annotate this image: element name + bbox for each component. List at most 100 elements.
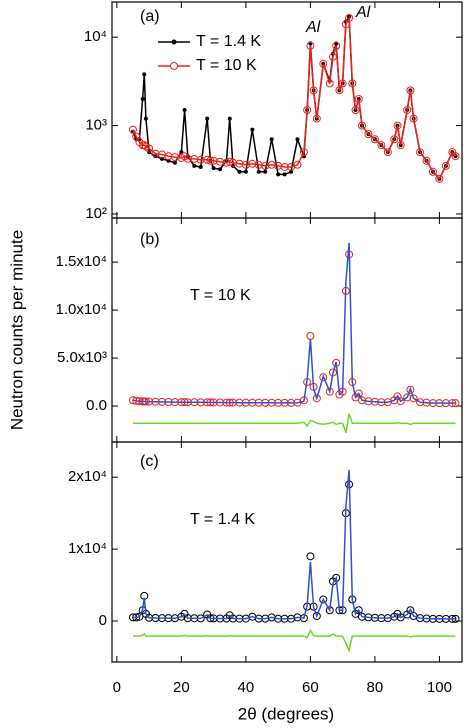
x-tick-label: 100	[427, 679, 452, 696]
data-point	[256, 169, 261, 174]
data-point	[416, 148, 425, 157]
y-axis-label: Neutron counts per minute	[7, 230, 26, 430]
data-point	[303, 106, 312, 114]
data-point	[218, 167, 223, 172]
y-tick-label: 1.5x10⁴	[56, 253, 107, 270]
x-tick-label: 60	[302, 679, 319, 696]
data-point	[263, 169, 268, 174]
data-point	[293, 160, 302, 169]
data-point	[312, 611, 321, 620]
data-point	[403, 106, 412, 114]
data-point	[345, 13, 354, 22]
data-point	[435, 174, 444, 183]
data-point	[142, 72, 147, 77]
data-point	[358, 121, 366, 130]
legend-marker	[171, 39, 177, 45]
data-point	[338, 79, 347, 88]
series-line	[133, 469, 456, 620]
data-point	[409, 394, 418, 403]
data-point	[319, 59, 328, 68]
data-point	[328, 52, 337, 61]
annotation: T = 10 K	[190, 287, 251, 304]
panel-frame	[111, 1, 463, 219]
data-point	[250, 127, 255, 132]
data-point	[192, 163, 197, 168]
data-point	[312, 114, 321, 123]
data-point	[222, 158, 231, 167]
data-point	[325, 79, 334, 88]
data-point	[183, 154, 192, 163]
data-point	[172, 160, 177, 165]
data-point	[383, 148, 392, 157]
data-point	[409, 114, 418, 123]
y-tick-label: 1.0x10⁴	[56, 301, 107, 318]
data-point	[441, 161, 450, 170]
legend-marker	[170, 62, 178, 70]
y-tick-label: 10³	[85, 117, 107, 134]
annotation: T = 1.4 K	[190, 511, 255, 528]
data-point	[319, 373, 328, 382]
data-point	[196, 155, 205, 164]
x-tick-label: 40	[238, 679, 255, 696]
data-point	[348, 79, 357, 88]
data-point	[145, 144, 154, 153]
x-axis-label: 2θ (degrees)	[238, 704, 334, 723]
data-point	[225, 157, 234, 166]
data-point	[396, 141, 405, 150]
data-point	[132, 613, 141, 622]
data-point	[211, 166, 216, 171]
data-point	[198, 164, 203, 169]
data-point	[295, 137, 300, 142]
x-tick-label: 0	[113, 679, 121, 696]
annotation: (a)	[140, 8, 160, 25]
data-point	[282, 172, 287, 177]
data-point	[393, 121, 402, 130]
data-point	[428, 167, 437, 176]
series-line	[132, 242, 456, 404]
y-tick-label: 10²	[85, 205, 107, 222]
y-tick-label: 0.0	[86, 397, 107, 414]
data-point	[396, 613, 405, 622]
y-tick-label: 1x10⁴	[68, 540, 107, 557]
data-point	[143, 116, 148, 121]
data-point	[332, 41, 341, 50]
data-point	[335, 86, 344, 95]
data-point	[128, 125, 137, 134]
annotation: Al	[355, 4, 371, 21]
data-point	[406, 385, 415, 394]
data-point	[364, 130, 373, 139]
data-point	[140, 96, 145, 101]
annotation: Al	[305, 19, 321, 36]
y-tick-label: 5.0x10³	[57, 349, 107, 366]
data-point	[390, 135, 399, 144]
data-point	[377, 141, 386, 150]
y-tick-label: 0	[99, 612, 107, 629]
series-line	[133, 628, 456, 653]
data-point	[182, 108, 187, 112]
data-point	[319, 595, 328, 604]
data-point	[451, 152, 460, 161]
y-tick-label: 10⁴	[84, 28, 107, 45]
data-point	[206, 156, 215, 165]
data-point	[243, 169, 248, 174]
panel-frame	[111, 441, 463, 663]
data-point	[299, 148, 308, 157]
data-point	[306, 331, 315, 340]
legend-label: T = 10 K	[196, 57, 257, 74]
annotation: (b)	[140, 231, 160, 248]
data-point	[396, 397, 405, 406]
data-point	[280, 162, 289, 171]
series-line	[133, 413, 456, 434]
data-point	[306, 41, 315, 50]
data-point	[370, 135, 379, 144]
x-tick-label: 20	[173, 679, 190, 696]
panel-frame	[111, 217, 463, 443]
data-point	[237, 169, 242, 174]
data-point	[422, 156, 431, 165]
x-tick-label: 80	[367, 679, 384, 696]
data-point	[341, 20, 350, 29]
data-point	[306, 552, 315, 561]
data-point	[406, 86, 415, 95]
legend-label: T = 1.4 K	[196, 33, 261, 50]
